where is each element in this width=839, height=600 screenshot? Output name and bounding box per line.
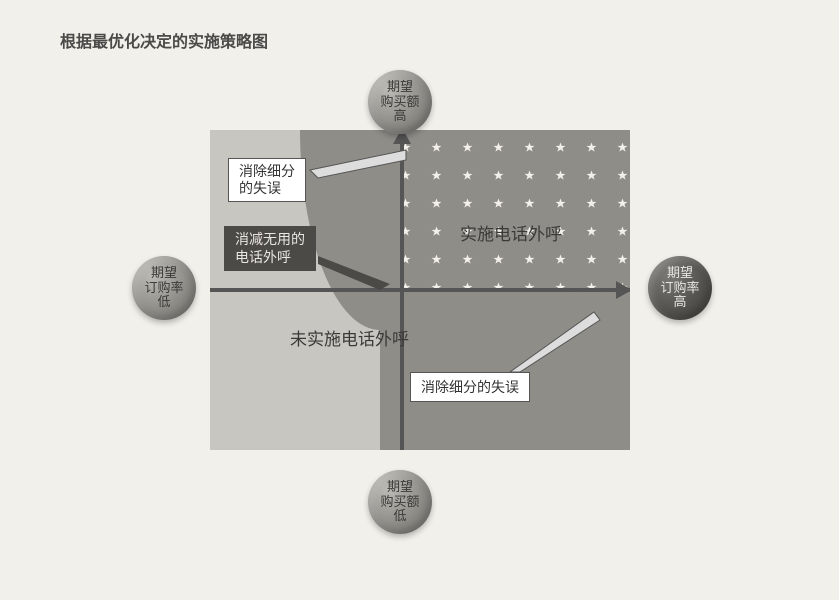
star-icon (431, 196, 440, 205)
callout-line2: 电话外呼 (235, 249, 291, 265)
circle-line: 低 (393, 508, 406, 523)
star-icon (586, 168, 595, 177)
star-icon (524, 252, 533, 261)
star-icon (493, 196, 502, 205)
star-icon (555, 196, 564, 205)
star-icon (524, 196, 533, 205)
axis-circle-left: 期望 订购率 低 (132, 256, 196, 320)
callout-eliminate-seg-err-top: 消除细分 的失误 (228, 158, 306, 202)
star-icon (586, 140, 595, 149)
star-icon (617, 252, 626, 261)
star-icon (524, 168, 533, 177)
circle-line: 购买额 (380, 494, 419, 509)
star-icon (493, 168, 502, 177)
star-icon (431, 252, 440, 261)
callout-reduce-useless-calls: 消减无用的 电话外呼 (224, 226, 316, 271)
circle-line: 高 (393, 108, 406, 123)
star-icon (462, 252, 471, 261)
star-icon (431, 168, 440, 177)
circle-line: 期望 (387, 79, 413, 94)
star-icon (493, 140, 502, 149)
quadrant-plot: 实施电话外呼 未实施电话外呼 消除细分 的失误 消减无用的 电话外呼 消除细分的… (210, 130, 630, 450)
star-icon (617, 196, 626, 205)
star-icon (524, 140, 533, 149)
page-title: 根据最优化决定的实施策略图 (60, 28, 268, 52)
star-icon (462, 196, 471, 205)
star-icon (431, 224, 440, 233)
callout-eliminate-seg-err-bottom: 消除细分的失误 (410, 372, 530, 402)
circle-line: 期望 (387, 479, 413, 494)
axis-circle-bottom: 期望 购买额 低 (368, 470, 432, 534)
star-icon (462, 168, 471, 177)
circle-line: 低 (157, 294, 170, 309)
circle-line: 期望 (151, 265, 177, 280)
callout-line1: 消除细分 (239, 163, 295, 179)
callout-line1: 消减无用的 (235, 231, 305, 247)
circle-line: 期望 (667, 265, 693, 280)
star-icon (493, 252, 502, 261)
star-icon (462, 140, 471, 149)
diagram-stage: 实施电话外呼 未实施电话外呼 消除细分 的失误 消减无用的 电话外呼 消除细分的… (80, 70, 760, 570)
circle-line: 订购率 (144, 280, 183, 295)
star-icon (586, 224, 595, 233)
callout-line2: 的失误 (239, 180, 281, 196)
star-icon (431, 140, 440, 149)
star-icon (617, 224, 626, 233)
circle-line: 高 (673, 294, 686, 309)
star-icon (586, 196, 595, 205)
x-axis (210, 288, 630, 292)
star-icon (555, 252, 564, 261)
axis-circle-top: 期望 购买额 高 (368, 70, 432, 134)
star-icon (555, 168, 564, 177)
star-icon (617, 168, 626, 177)
star-icon (586, 252, 595, 261)
circle-line: 订购率 (660, 280, 699, 295)
label-call-implemented: 实施电话外呼 (460, 220, 562, 245)
circle-line: 购买额 (380, 94, 419, 109)
star-icon (555, 140, 564, 149)
axis-circle-right: 期望 订购率 高 (648, 256, 712, 320)
star-icon (617, 140, 626, 149)
label-call-not-implemented: 未实施电话外呼 (290, 325, 409, 350)
